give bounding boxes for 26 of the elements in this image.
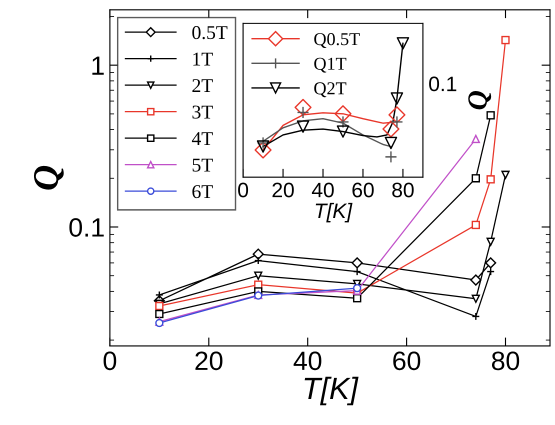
x-tick-label: 40 xyxy=(312,182,334,198)
x-axis-title: T[K] xyxy=(304,376,359,406)
x-tick-label: 80 xyxy=(392,182,414,198)
y-axis-title: Q xyxy=(468,91,492,110)
x-tick-label: 20 xyxy=(195,352,222,370)
legend-label: 4T xyxy=(192,132,213,145)
x-tick-label: 40 xyxy=(294,352,322,370)
legend-label: Q1T xyxy=(314,58,346,73)
x-tick-label: 60 xyxy=(352,182,374,198)
legend-label: 6T xyxy=(192,185,213,198)
y-axis-title: Q xyxy=(34,166,64,190)
x-tick-label: 60 xyxy=(393,352,420,370)
legend-label: 0.5T xyxy=(192,26,228,40)
legend-label: Q0.5T xyxy=(314,33,360,48)
x-tick-label: 20 xyxy=(272,182,294,198)
annotation: 0.1 xyxy=(429,76,456,92)
legend-label: 2T xyxy=(192,79,213,92)
x-tick-label: 0 xyxy=(104,352,116,370)
x-tick-label: 0 xyxy=(238,182,248,198)
legend-label: 1T xyxy=(193,52,213,66)
legend-label: 5T xyxy=(192,158,213,172)
legend-label: 3T xyxy=(192,106,213,119)
x-axis-title: T[K] xyxy=(316,202,352,222)
x-tick-label: 80 xyxy=(492,352,520,370)
y-tick-label: 1 xyxy=(92,56,104,75)
legend-label: Q2T xyxy=(314,82,346,98)
